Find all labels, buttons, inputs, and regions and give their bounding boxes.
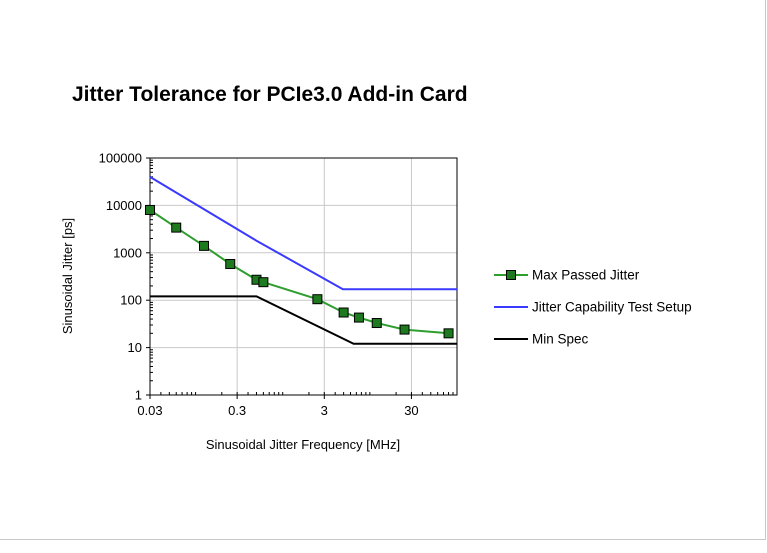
series-markers bbox=[145, 204, 454, 339]
y-tick-label: 100000 bbox=[99, 151, 142, 166]
data-point-marker bbox=[338, 307, 349, 318]
data-point-marker bbox=[312, 294, 323, 305]
series-line-jitter-capability-test-setup bbox=[149, 176, 457, 291]
data-point-marker bbox=[199, 240, 210, 251]
data-point-marker bbox=[353, 312, 364, 323]
data-point-marker bbox=[225, 259, 236, 270]
x-axis-title: Sinusoidal Jitter Frequency [MHz] bbox=[206, 437, 400, 452]
chart-title: Jitter Tolerance for PCIe3.0 Add-in Card bbox=[72, 83, 468, 106]
plot-border bbox=[149, 157, 458, 396]
grid-lines bbox=[149, 157, 457, 396]
y-tick-label: 10 bbox=[128, 340, 142, 355]
legend-label: Jitter Capability Test Setup bbox=[532, 300, 692, 315]
y-tick-label: 1 bbox=[135, 388, 142, 403]
y-axis-title: Sinusoidal Jitter [ps] bbox=[60, 218, 75, 334]
tick-labels: 1 10 100 1000 10000 100000 0.03 0.3 3 30 bbox=[99, 151, 419, 419]
data-point-marker bbox=[258, 277, 269, 288]
x-tick-label: 3 bbox=[321, 403, 328, 418]
x-tick-label: 30 bbox=[404, 403, 418, 418]
legend: Max Passed Jitter Jitter Capability Test … bbox=[494, 268, 692, 347]
series-line-max-passed-jitter bbox=[149, 209, 449, 335]
slide-frame bbox=[0, 0, 766, 540]
x-tick-label: 0.3 bbox=[228, 403, 246, 418]
data-point-marker bbox=[371, 318, 382, 329]
y-tick-label: 1000 bbox=[113, 245, 142, 260]
data-point-marker bbox=[171, 222, 182, 233]
x-tick-label: 0.03 bbox=[137, 403, 162, 418]
y-tick-label: 100 bbox=[120, 293, 142, 308]
legend-marker bbox=[506, 270, 516, 280]
y-tick-label: 10000 bbox=[106, 198, 142, 213]
data-point-marker bbox=[145, 204, 155, 215]
legend-label: Max Passed Jitter bbox=[532, 268, 640, 283]
data-point-marker bbox=[443, 328, 454, 339]
data-point-marker bbox=[399, 324, 410, 335]
legend-label: Min Spec bbox=[532, 332, 589, 347]
series-line-min-spec bbox=[150, 295, 457, 345]
axes bbox=[146, 157, 458, 399]
